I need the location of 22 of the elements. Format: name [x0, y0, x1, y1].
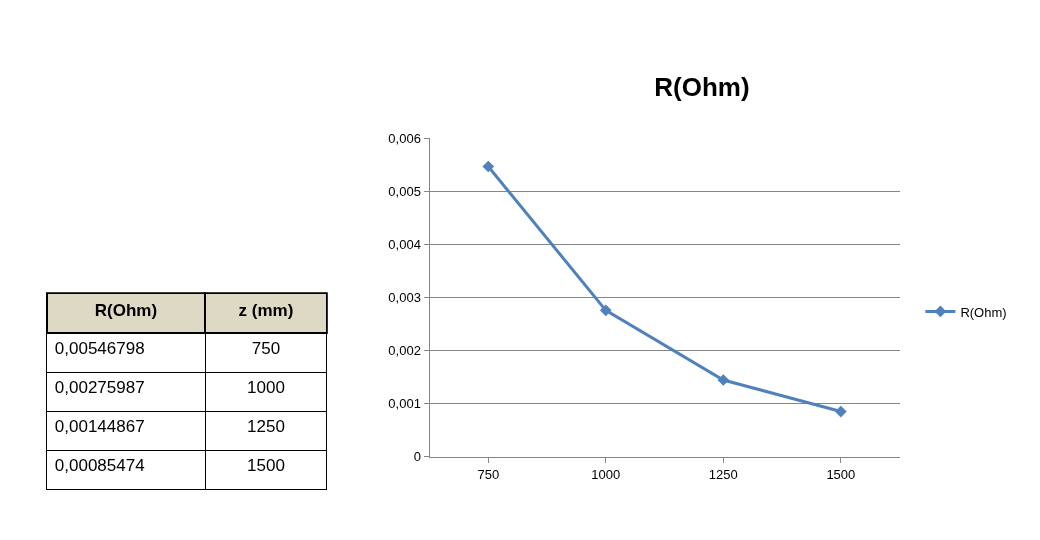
x-tick-label: 1000 — [591, 466, 621, 482]
category-label: 1250 — [247, 416, 285, 436]
y-tick-label: 0 — [413, 449, 421, 465]
y-tick-label: 0,006 — [388, 130, 421, 146]
text: 0,00144867 — [54, 416, 145, 436]
category-label: 750 — [251, 338, 281, 358]
text: R(Ohm) — [94, 301, 158, 321]
y-tick-label: 0,003 — [388, 290, 421, 306]
y-tick-label: 0,002 — [388, 343, 421, 359]
y-tick-label: 0,004 — [388, 237, 421, 253]
y-tick-label: 0,001 — [388, 396, 421, 412]
text: 0,00085474 — [54, 455, 145, 475]
x-tick-label: 750 — [477, 466, 500, 482]
text: z (mm) — [238, 301, 294, 321]
text: 0,00546798 — [54, 338, 145, 358]
y-tick-label: 0,005 — [388, 183, 421, 199]
text: 0,00275987 — [54, 377, 145, 397]
category-label: 1000 — [247, 377, 285, 397]
x-tick-label: 1250 — [708, 466, 738, 482]
legend-label: R(Ohm) — [960, 304, 1007, 320]
x-tick-label: 1500 — [826, 466, 856, 482]
chart-title: R(Ohm) — [654, 71, 750, 102]
